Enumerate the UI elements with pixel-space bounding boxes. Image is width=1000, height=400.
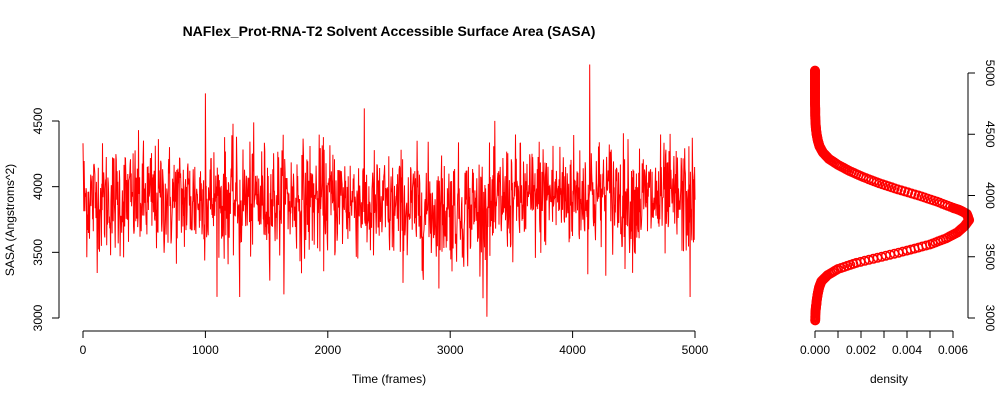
sasa-time-series-line <box>82 64 696 317</box>
x-tick-label: 3000 <box>437 343 464 357</box>
density-x-axis: 0.000 0.002 0.004 0.006 <box>800 330 968 357</box>
density-points <box>809 65 975 326</box>
y-axis: 3000 3500 4000 4500 <box>31 107 60 331</box>
x-tick-label: 1000 <box>192 343 219 357</box>
density-y-tick-label: 4000 <box>983 182 997 209</box>
y-tick-label: 4000 <box>31 173 45 200</box>
density-y-tick-label: 4500 <box>983 121 997 148</box>
y-axis-label: SASA (Angstroms^2) <box>3 164 17 276</box>
density-y-axis: 3000 3500 4000 4500 5000 <box>967 60 997 332</box>
density-x-tick-label: 0.006 <box>938 343 968 357</box>
x-axis: 0 1000 2000 3000 4000 5000 <box>80 330 709 357</box>
y-tick-label: 4500 <box>31 107 45 134</box>
density-x-tick-label: 0.002 <box>846 343 876 357</box>
x-tick-label: 4000 <box>559 343 586 357</box>
x-tick-label: 0 <box>80 343 87 357</box>
density-y-tick-label: 3500 <box>983 243 997 270</box>
density-x-tick-label: 0.000 <box>800 343 830 357</box>
density-x-tick-label: 0.004 <box>892 343 922 357</box>
x-tick-label: 2000 <box>314 343 341 357</box>
x-axis-label: Time (frames) <box>352 372 426 386</box>
chart-title: NAFlex_Prot-RNA-T2 Solvent Accessible Su… <box>183 23 596 39</box>
y-tick-label: 3000 <box>31 304 45 331</box>
y-tick-label: 3500 <box>31 239 45 266</box>
density-x-axis-label: density <box>870 372 908 386</box>
density-y-tick-label: 5000 <box>983 60 997 87</box>
density-point <box>809 65 820 76</box>
x-tick-label: 5000 <box>682 343 709 357</box>
density-y-tick-label: 3000 <box>983 305 997 332</box>
